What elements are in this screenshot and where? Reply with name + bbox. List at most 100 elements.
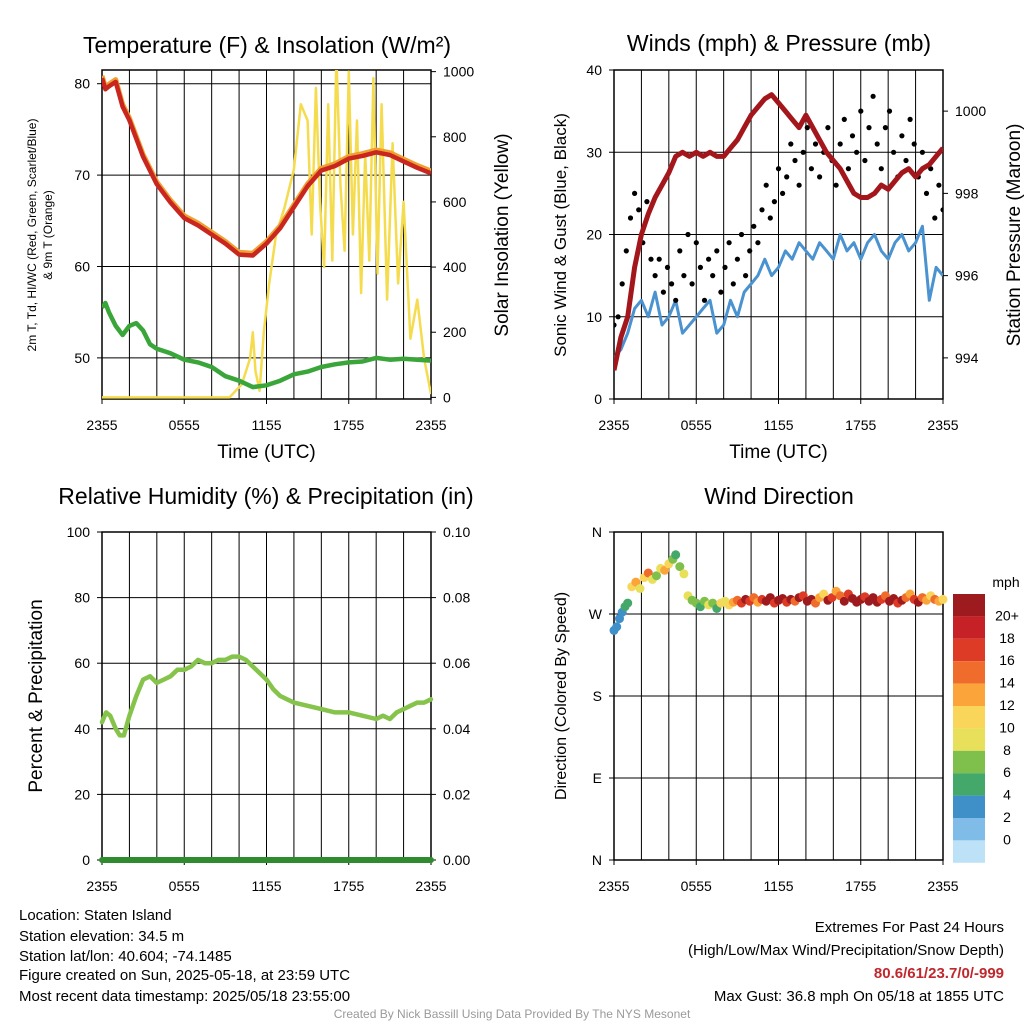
wind-gust-point	[940, 207, 943, 213]
wind-gust-point	[623, 248, 629, 254]
legend-label: 0	[1003, 831, 1011, 847]
legend-label: 2	[1003, 809, 1011, 825]
x-tick-label: 2355	[598, 417, 629, 433]
pressure-line	[614, 92, 943, 371]
y-tick-label: 80	[74, 76, 90, 92]
wind-gust-point	[808, 166, 815, 172]
wind-gust-point	[796, 182, 802, 188]
wind-direction-point	[643, 568, 653, 578]
legend-swatch	[953, 594, 985, 617]
legend-title: mph	[992, 574, 1019, 590]
wind-gust-point	[775, 166, 782, 172]
wind-gust-point	[644, 199, 650, 205]
wind-gust-point	[800, 149, 806, 155]
temperature-line	[102, 77, 431, 258]
y-tick-label: 40	[586, 62, 602, 78]
wind-direction-point	[631, 577, 641, 587]
wind-gust-point	[862, 157, 868, 164]
legend-label: 18	[999, 630, 1015, 646]
wind-gust-point	[660, 289, 667, 295]
wind-gust-point	[669, 281, 675, 287]
wind-gust-point	[718, 289, 724, 295]
wind-gust-point	[681, 273, 687, 279]
wind-gust-point	[882, 125, 889, 131]
chart-title: Temperature (F) & Insolation (W/m²)	[83, 32, 451, 58]
chart-title: Wind Direction	[704, 483, 854, 509]
wind-gust-point	[886, 108, 893, 114]
solar-insolation-line	[102, 70, 431, 399]
extremes-subtitle: (High/Low/Max Wind/Precipitation/Snow De…	[688, 942, 1004, 959]
x-tick-label: 1755	[845, 878, 876, 894]
legend-swatch	[953, 795, 985, 818]
chart-title: Relative Humidity (%) & Precipitation (i…	[58, 483, 473, 509]
wind-direction-point	[679, 569, 689, 579]
plot-frame	[101, 69, 432, 400]
y-axis-label: Direction (Colored By Speed)	[553, 592, 570, 800]
legend-swatch	[953, 750, 985, 774]
extremes-values: 80.6/61/23.7/0/-999	[873, 965, 1004, 982]
wind-gust-point	[825, 125, 831, 131]
x-tick-label: 1755	[845, 417, 876, 433]
y2-tick-label: 994	[955, 350, 979, 366]
wind-gust-point	[804, 125, 810, 131]
wind-direction-point	[652, 571, 661, 581]
y2-tick-label: 600	[443, 194, 467, 210]
legend-label: 16	[999, 652, 1015, 668]
relative-humidity-line	[99, 654, 434, 738]
wind-gust-point	[919, 149, 926, 155]
footer-location: Location: Staten Island	[19, 907, 172, 924]
panel-winds-series	[614, 92, 943, 371]
wind-gust-point	[911, 141, 917, 147]
wind-gust-point	[632, 190, 638, 196]
y-tick-label: 80	[74, 590, 90, 606]
wind-gust-point	[841, 116, 847, 122]
x-tick-label: 2355	[86, 417, 117, 433]
x-tick-label: 0555	[681, 878, 712, 894]
legend-swatch	[953, 616, 985, 639]
wind-gust-point	[738, 231, 745, 238]
y-axis-label: Percent & Precipitation	[26, 599, 47, 792]
y-tick-label: 10	[586, 309, 602, 325]
wind-gust-point	[619, 281, 625, 287]
wind-gust-point	[673, 297, 679, 303]
y2-tick-label: 0.04	[443, 721, 470, 737]
chart-title: Winds (mph) & Pressure (mb)	[627, 30, 931, 56]
x-tick-label: 2355	[415, 417, 446, 433]
x-tick-label: 0555	[169, 878, 200, 894]
wind-gust-point	[870, 93, 876, 99]
y-tick-label: 70	[74, 167, 90, 183]
y2-tick-label: 998	[955, 185, 979, 201]
wind-direction-point	[612, 622, 622, 632]
legend-swatch	[953, 706, 985, 729]
y-axis-label: 2m T, Td, HI/WC (Red, Green, Scarlet/Blu…	[25, 119, 39, 352]
legend-label: 14	[999, 675, 1015, 691]
y-tick-label: 40	[74, 721, 90, 737]
wind-gust-point	[689, 281, 695, 287]
wind-gust-point	[784, 174, 790, 180]
y-tick-label: N	[592, 852, 602, 868]
wind-gust-point	[685, 231, 691, 238]
legend-label: 12	[999, 697, 1015, 713]
footer-recent-timestamp: Most recent data timestamp: 2025/05/18 2…	[19, 988, 351, 1005]
x-tick-label: 2355	[86, 878, 117, 894]
legend-swatch	[953, 683, 985, 706]
x-tick-label: 0555	[681, 417, 712, 433]
x-tick-label: 2355	[415, 878, 446, 894]
wind-gust-point	[706, 256, 712, 262]
wind-direction-point	[623, 598, 633, 608]
wind-direction-point	[827, 593, 837, 603]
y-tick-label: E	[593, 770, 602, 786]
wind-gust-point	[845, 166, 852, 172]
y2-tick-label: 800	[443, 129, 467, 145]
legend-label: 20+	[995, 607, 1019, 623]
wind-gust-point	[701, 297, 708, 303]
wind-gust-point	[858, 108, 864, 114]
max-gust: Max Gust: 36.8 mph On 05/18 at 1855 UTC	[713, 988, 1004, 1005]
wind-direction-point	[660, 565, 670, 575]
dewpoint-line	[102, 300, 431, 390]
footer-latlon: Station lat/lon: 40.604; -74.1485	[19, 948, 232, 965]
x-axis-label: Time (UTC)	[217, 442, 316, 463]
wind-gust-point	[907, 116, 913, 122]
wind-gust-point	[771, 199, 778, 205]
